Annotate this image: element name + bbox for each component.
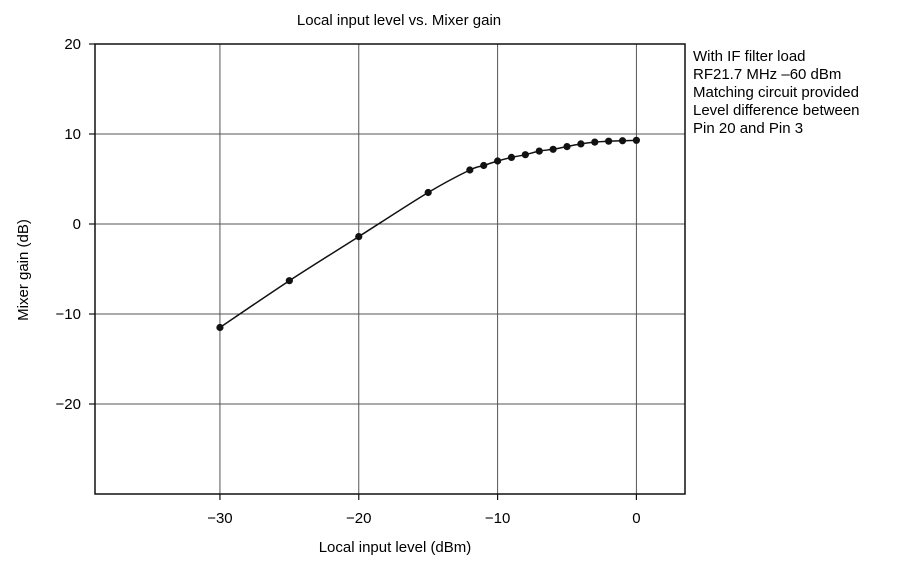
annotation-line-4: Level difference between bbox=[693, 102, 860, 119]
data-point-1 bbox=[285, 277, 293, 285]
x-tick-label-2: −10 bbox=[485, 510, 510, 527]
data-points bbox=[216, 136, 641, 332]
data-point-6 bbox=[493, 157, 502, 165]
plot-frame bbox=[94, 43, 686, 495]
data-point-15 bbox=[618, 137, 627, 145]
y-gridlines bbox=[95, 133, 685, 405]
data-point-3 bbox=[424, 188, 432, 197]
annotation-line-5: Pin 20 and Pin 3 bbox=[693, 120, 803, 137]
data-point-4 bbox=[466, 166, 474, 174]
y-tick-label-0: 20 bbox=[64, 36, 81, 53]
y-tick-label-1: 10 bbox=[64, 126, 81, 143]
data-point-10 bbox=[549, 145, 557, 153]
data-point-7 bbox=[507, 153, 516, 161]
data-point-0 bbox=[216, 323, 224, 332]
y-tick-label-3: −10 bbox=[56, 306, 81, 323]
annotation-line-2: RF21.7 MHz –60 dBm bbox=[693, 66, 841, 83]
data-point-9 bbox=[535, 147, 543, 155]
data-point-13 bbox=[591, 138, 599, 146]
data-point-11 bbox=[563, 143, 571, 151]
x-tick-label-3: 0 bbox=[632, 510, 640, 527]
x-tick-label-1: −20 bbox=[346, 510, 371, 527]
x-ticks bbox=[219, 494, 638, 500]
y-tick-label-4: −20 bbox=[56, 396, 81, 413]
y-axis-label: Mixer gain (dB) bbox=[15, 219, 32, 321]
series-line bbox=[219, 139, 637, 329]
data-point-12 bbox=[577, 140, 585, 148]
y-ticks bbox=[89, 43, 95, 405]
annotation-line-1: With IF filter load bbox=[693, 48, 806, 65]
annotation-line-3: Matching circuit provided bbox=[693, 84, 859, 101]
data-point-2 bbox=[355, 233, 363, 241]
x-axis-label: Local input level (dBm) bbox=[319, 539, 472, 556]
data-point-16 bbox=[632, 136, 641, 144]
data-point-8 bbox=[521, 151, 529, 159]
x-gridlines bbox=[219, 44, 637, 494]
data-point-14 bbox=[605, 137, 613, 145]
data-point-5 bbox=[480, 161, 488, 170]
x-tick-labels: −30 −20 −10 0 bbox=[207, 510, 640, 527]
y-tick-labels: 20 10 0 −10 −20 bbox=[56, 36, 81, 413]
x-tick-label-0: −30 bbox=[207, 510, 232, 527]
y-tick-label-2: 0 bbox=[73, 216, 81, 233]
chart-title: Local input level vs. Mixer gain bbox=[297, 12, 501, 29]
